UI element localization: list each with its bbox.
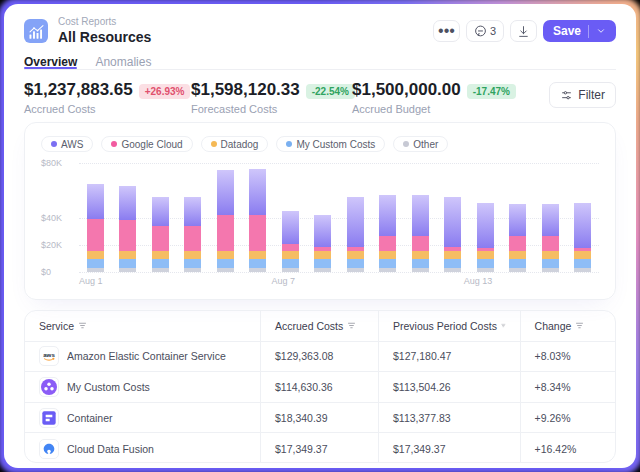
svg-text:aws: aws (43, 352, 55, 359)
